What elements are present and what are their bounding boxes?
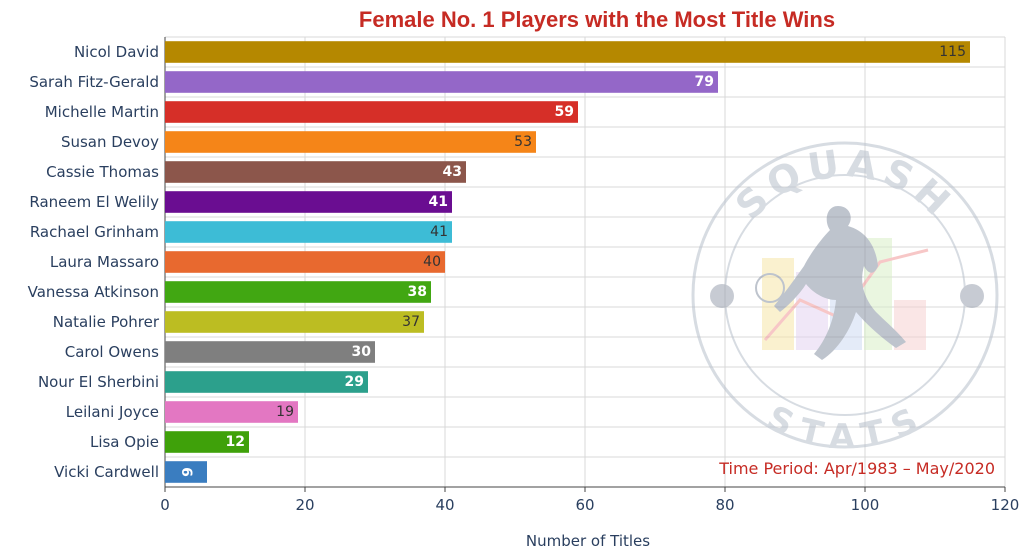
bars: 115 79 59 53 43 41 41 40 38 37 30 29 19 12 6 — [165, 41, 970, 483]
bar-4 — [165, 161, 466, 183]
bar-13 — [165, 431, 249, 453]
watermark-bottom-text: STATS — [760, 398, 929, 457]
bar-6 — [165, 221, 452, 243]
bar-12 — [165, 401, 298, 423]
category-label-0: Nicol David — [74, 43, 159, 61]
category-label-2: Michelle Martin — [45, 103, 159, 121]
category-label-1: Sarah Fitz-Gerald — [29, 73, 159, 91]
x-axis-label: Number of Titles — [526, 532, 650, 550]
bar-2 — [165, 101, 578, 123]
category-label-4: Cassie Thomas — [46, 163, 159, 181]
bar-8 — [165, 281, 431, 303]
x-tick-label-6: 120 — [991, 496, 1020, 514]
bar-11 — [165, 371, 368, 393]
category-label-7: Laura Massaro — [50, 253, 159, 271]
category-label-5: Raneem El Welily — [29, 193, 159, 211]
bar-10 — [165, 341, 375, 363]
category-label-9: Natalie Pohrer — [53, 313, 160, 331]
x-tick-label-1: 20 — [295, 496, 314, 514]
category-labels: Nicol David Sarah Fitz-Gerald Michelle Mar… — [28, 43, 160, 481]
time-period-annotation: Time Period: Apr/1983 – May/2020 — [718, 459, 995, 478]
x-tick-label-3: 60 — [575, 496, 594, 514]
bar-5 — [165, 191, 452, 213]
bar-7 — [165, 251, 445, 273]
data-label-8: 38 — [408, 284, 427, 300]
data-label-9: 37 — [402, 314, 420, 330]
bar-3 — [165, 131, 536, 153]
bar-0 — [165, 41, 970, 63]
watermark-racket — [755, 273, 785, 303]
data-label-6: 41 — [430, 224, 448, 240]
squash-stats-watermark: SQUASH STATS — [691, 141, 999, 457]
category-label-12: Leilani Joyce — [66, 403, 159, 421]
bar-14 — [165, 461, 207, 483]
watermark-dot-left — [710, 284, 734, 308]
data-label-10: 30 — [352, 344, 372, 360]
watermark-dot-right — [960, 284, 984, 308]
category-label-13: Lisa Opie — [90, 433, 159, 451]
data-label-13: 12 — [226, 434, 245, 450]
watermark-player-silhouette — [774, 206, 906, 360]
data-label-0: 115 — [939, 44, 966, 60]
category-label-3: Susan Devoy — [61, 133, 159, 151]
data-label-7: 40 — [423, 254, 441, 270]
category-label-8: Vanessa Atkinson — [28, 283, 159, 301]
data-label-4: 43 — [443, 164, 462, 180]
data-label-12: 19 — [276, 404, 294, 420]
chart-title: Female No. 1 Players with the Most Title… — [359, 7, 835, 32]
data-label-2: 59 — [555, 104, 574, 120]
data-label-3: 53 — [514, 134, 532, 150]
x-tick-label-2: 40 — [435, 496, 454, 514]
x-tick-label-5: 100 — [851, 496, 880, 514]
bar-9 — [165, 311, 424, 333]
category-label-14: Vicki Cardwell — [54, 463, 159, 481]
x-tick-labels: 0 20 40 60 80 100 120 — [160, 487, 1019, 514]
x-tick-label-0: 0 — [160, 496, 170, 514]
category-label-6: Rachael Grinham — [30, 223, 159, 241]
watermark-ring-outer — [691, 141, 999, 449]
bar-1 — [165, 71, 718, 93]
data-label-11: 29 — [345, 374, 364, 390]
x-tick-label-4: 80 — [715, 496, 734, 514]
data-label-14: 6 — [178, 467, 194, 477]
category-label-10: Carol Owens — [65, 343, 159, 361]
data-label-1: 79 — [695, 74, 714, 90]
data-label-5: 41 — [429, 194, 448, 210]
category-label-11: Nour El Sherbini — [38, 373, 159, 391]
